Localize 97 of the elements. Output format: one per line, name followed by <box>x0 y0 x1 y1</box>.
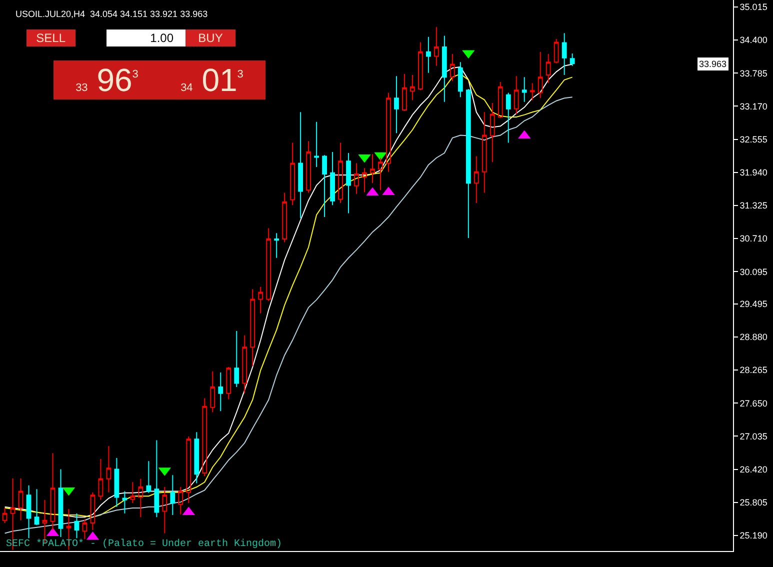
y-tick-label: 27.035 <box>740 431 768 442</box>
y-tick-label: 32.555 <box>740 134 768 144</box>
candlestick <box>250 288 256 366</box>
candlestick <box>74 512 80 539</box>
y-tick-label: 28.265 <box>740 365 768 376</box>
candlestick <box>98 458 104 500</box>
candlestick <box>202 398 208 477</box>
candlestick <box>306 140 312 194</box>
candlestick <box>386 92 391 172</box>
candlestick <box>458 62 463 98</box>
candlestick <box>154 440 160 518</box>
candlestick <box>58 468 64 538</box>
y-tick-label: 35.015 <box>740 2 768 12</box>
candlestick <box>122 490 128 514</box>
candlestick <box>226 366 232 400</box>
text: 01 <box>202 62 238 98</box>
y-tick-label: 25.190 <box>740 530 768 541</box>
candlestick <box>338 142 343 204</box>
annotation: 3 <box>237 68 244 81</box>
candlestick <box>178 486 184 515</box>
candlestick <box>282 192 288 243</box>
candlestick <box>570 52 575 66</box>
y-tick-label: 30.095 <box>740 266 768 277</box>
candlestick <box>90 492 96 531</box>
candlestick <box>2 507 8 524</box>
candlestick <box>434 26 439 66</box>
candlestick <box>322 154 327 218</box>
candlestick <box>354 162 359 194</box>
candlestick <box>266 228 272 302</box>
candlestick <box>418 42 423 91</box>
candlestick <box>498 82 503 119</box>
candlestick <box>234 330 240 388</box>
y-tick-label: 27.650 <box>740 398 768 408</box>
candlestick <box>530 82 535 101</box>
candlestick <box>170 474 176 516</box>
candlestick <box>218 372 224 412</box>
annotation: 34 <box>180 82 193 94</box>
text: 96 <box>96 62 132 98</box>
candlestick <box>450 54 455 82</box>
candlestick <box>490 102 495 163</box>
annotation: 33 <box>76 82 88 94</box>
candlestick <box>258 286 264 314</box>
candlestick <box>562 32 567 76</box>
candlestick <box>114 457 120 508</box>
y-tick-label: 29.495 <box>740 299 768 310</box>
candlestick <box>546 54 551 84</box>
candlestick <box>362 168 367 193</box>
y-tick-label: 33.170 <box>740 101 768 112</box>
candlestick <box>474 156 479 204</box>
candlestick <box>34 488 40 526</box>
candlestick <box>298 112 304 219</box>
candlestick <box>138 478 144 518</box>
annotation: BUY <box>198 31 223 45</box>
candlestick <box>482 112 487 194</box>
y-tick-label: 34.400 <box>740 35 768 46</box>
candlestick <box>50 452 56 531</box>
text: 33.963 <box>699 59 727 69</box>
text: USOIL.JUL20,H4 34.054 34.151 33.921 33.963 <box>15 9 208 20</box>
y-tick-label: 31.325 <box>740 200 768 211</box>
annotation: 3 <box>132 68 138 81</box>
candlestick <box>394 76 399 134</box>
candlestick <box>410 74 415 101</box>
candlestick <box>162 486 168 534</box>
candlestick <box>330 151 335 206</box>
candlestick <box>82 518 88 540</box>
y-tick-label: 28.880 <box>740 332 768 342</box>
y-tick-label: 30.710 <box>740 234 768 244</box>
candlestick <box>186 436 192 504</box>
candlestick <box>346 152 351 214</box>
candlestick <box>378 157 383 191</box>
candlestick <box>514 76 519 115</box>
candlestick <box>370 154 375 184</box>
candlestick <box>274 232 280 258</box>
candlestick <box>106 446 112 493</box>
y-tick-label: 25.805 <box>740 497 768 508</box>
candlestick <box>402 73 407 112</box>
annotation: 1.00 <box>150 31 174 45</box>
candlestick <box>242 334 248 394</box>
candlestick <box>130 482 136 504</box>
candlestick <box>466 88 471 238</box>
y-tick-label: 26.420 <box>740 464 768 474</box>
candlestick <box>18 478 24 521</box>
y-tick-label: 31.940 <box>740 168 768 178</box>
candlestick <box>146 460 152 494</box>
candlestick <box>554 38 559 64</box>
candlestick <box>538 51 543 99</box>
candlestick <box>442 35 447 102</box>
annotation: SELL <box>36 31 66 45</box>
candlestick <box>506 92 511 144</box>
candlestick <box>194 432 200 484</box>
candlestick <box>426 36 431 74</box>
candlestick <box>522 76 527 102</box>
candlestick <box>210 370 216 413</box>
candlestick <box>314 121 319 168</box>
candlestick <box>290 142 296 206</box>
y-tick-label: 33.785 <box>740 68 768 78</box>
candlestick <box>26 484 32 539</box>
